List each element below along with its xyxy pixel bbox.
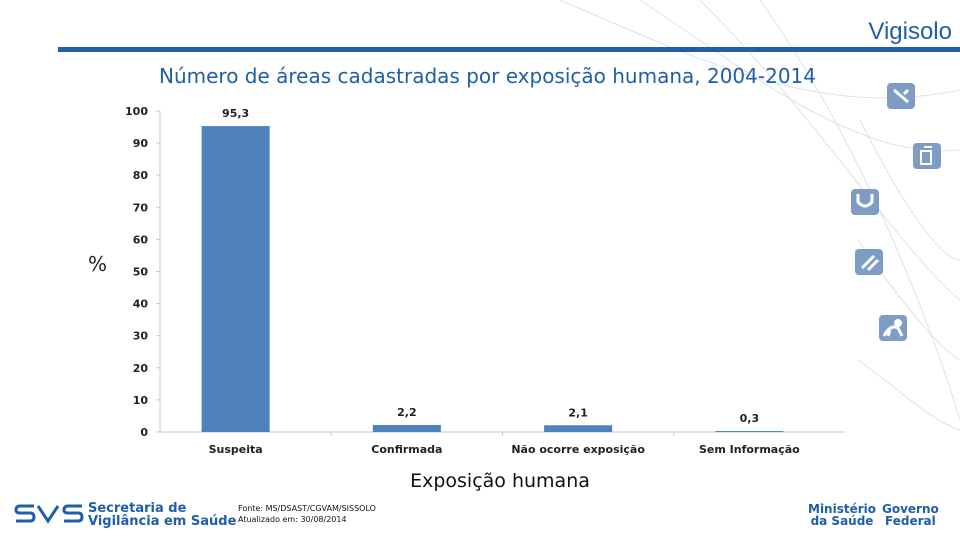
- svs-line-1: Secretaria de: [88, 501, 187, 516]
- source-note: Fonte: MS/DSAST/CGVAM/SISSOLO Atualizado…: [238, 503, 376, 525]
- y-tick-label: 70: [133, 201, 149, 214]
- ministry-line-1: Ministério: [808, 502, 877, 516]
- bar: [544, 425, 613, 432]
- svs-text: Secretaria de Vigilância em Saúde: [88, 502, 236, 528]
- data-label: 95,3: [222, 107, 249, 120]
- data-label: 0,3: [740, 412, 760, 425]
- y-axis-label: %: [88, 252, 108, 276]
- y-tick-label: 20: [133, 362, 149, 375]
- bottle-icon: [912, 142, 942, 170]
- y-tick-label: 60: [133, 233, 149, 246]
- y-tick-label: 80: [133, 169, 149, 182]
- y-tick-label: 40: [133, 298, 149, 311]
- brand-title: Vigisolo: [868, 18, 952, 45]
- data-label: 2,2: [397, 406, 417, 419]
- source-line: Fonte: MS/DSAST/CGVAM/SISSOLO: [238, 504, 376, 513]
- ministry-line-2: da Saúde: [810, 514, 874, 528]
- government-logo: Governo Federal: [882, 503, 939, 527]
- test-tube-icon: [854, 248, 884, 276]
- syringe-icon: [886, 82, 916, 110]
- svs-line-2: Vigilância em Saúde: [88, 514, 237, 529]
- x-axis-label: Exposição humana: [410, 470, 590, 492]
- x-tick-label: Confirmada: [371, 443, 442, 456]
- x-tick-label: Sem Informação: [699, 443, 800, 456]
- y-tick-label: 30: [133, 330, 149, 343]
- y-tick-label: 50: [133, 266, 149, 279]
- bar: [201, 126, 270, 432]
- svs-logo: [14, 500, 86, 531]
- brand-bar: [58, 47, 960, 52]
- y-tick-label: 10: [133, 394, 149, 407]
- y-tick-label: 90: [133, 137, 149, 150]
- bar: [372, 424, 441, 432]
- gov-line-2: Federal: [885, 514, 936, 528]
- y-tick-label: 100: [125, 105, 148, 118]
- x-tick-label: Não ocorre exposição: [511, 443, 645, 456]
- ministry-logo: Ministério da Saúde: [808, 503, 876, 527]
- chart-title: Número de áreas cadastradas por exposiçã…: [158, 64, 816, 88]
- bar: [715, 431, 784, 433]
- stethoscope-icon: [850, 188, 880, 216]
- monkey-icon: [878, 314, 908, 342]
- gov-line-1: Governo: [882, 502, 939, 516]
- x-tick-label: Suspeita: [209, 443, 263, 456]
- y-tick-label: 0: [140, 426, 148, 439]
- data-label: 2,1: [568, 406, 588, 419]
- updated-line: Atualizado em: 30/08/2014: [238, 515, 347, 524]
